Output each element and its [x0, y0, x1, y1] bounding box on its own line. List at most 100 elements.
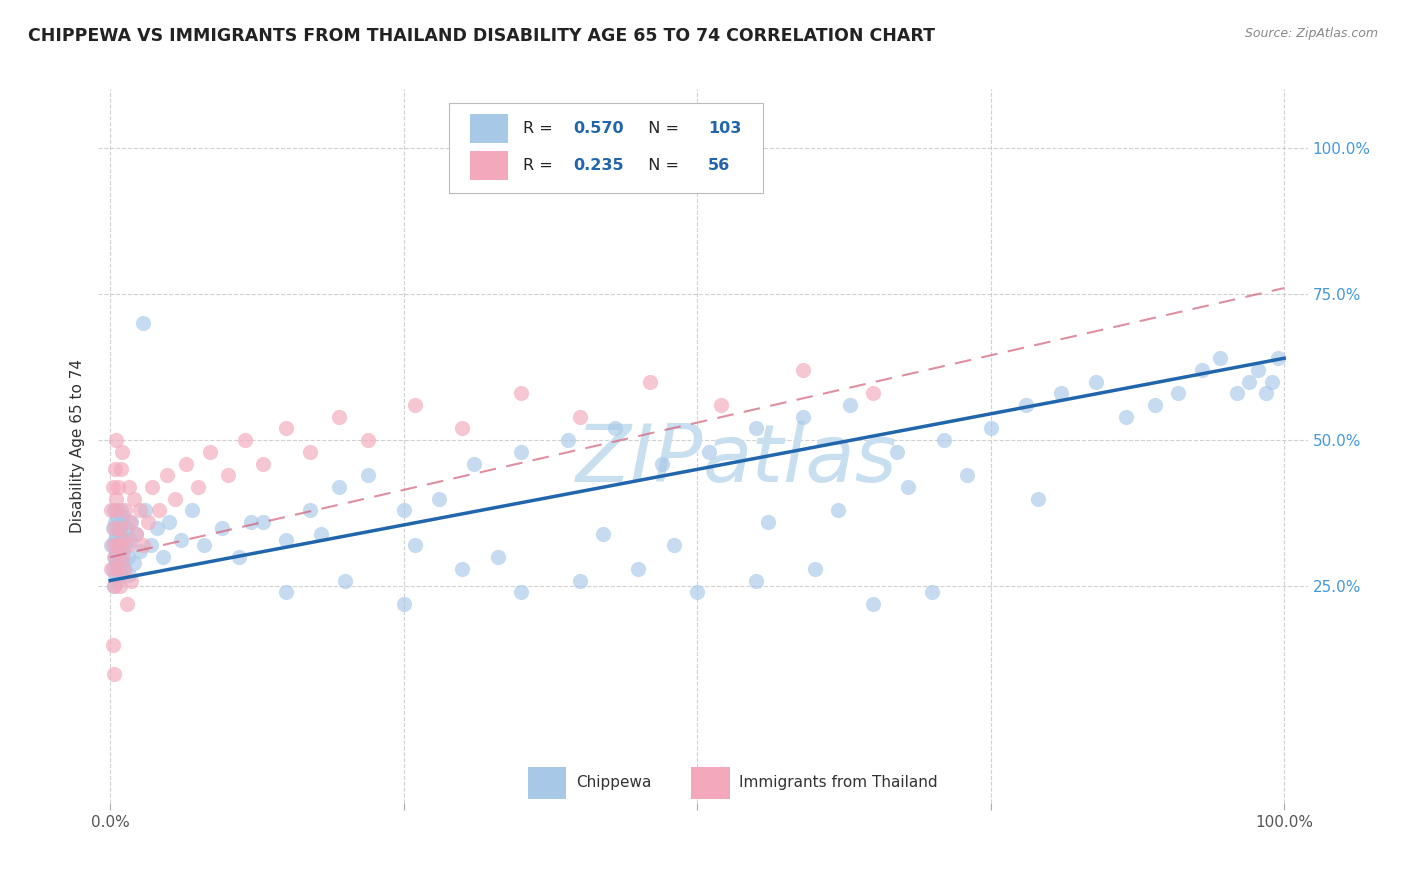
Point	[115, 521, 138, 535]
Point	[128, 503, 150, 517]
Point	[1237, 375, 1260, 389]
Point	[792, 409, 814, 424]
Point	[111, 550, 134, 565]
Point	[141, 480, 163, 494]
Point	[120, 574, 142, 588]
Point	[697, 445, 720, 459]
Point	[112, 509, 135, 524]
Point	[101, 480, 124, 494]
Point	[105, 556, 128, 570]
Point	[110, 533, 132, 547]
Point	[217, 468, 239, 483]
Point	[157, 515, 180, 529]
Point	[510, 386, 533, 401]
Point	[392, 597, 415, 611]
Point	[120, 515, 142, 529]
FancyBboxPatch shape	[527, 767, 567, 799]
Point	[105, 526, 128, 541]
Point	[897, 480, 920, 494]
Point	[252, 457, 274, 471]
Point	[1143, 398, 1166, 412]
Point	[125, 526, 148, 541]
Point	[155, 468, 177, 483]
Point	[357, 468, 380, 483]
Point	[328, 480, 350, 494]
Point	[557, 433, 579, 447]
Point	[104, 462, 127, 476]
Point	[112, 562, 135, 576]
Point	[862, 597, 884, 611]
Point	[136, 515, 159, 529]
Point	[328, 409, 350, 424]
Point	[886, 445, 908, 459]
Point	[108, 567, 131, 582]
Point	[118, 567, 141, 582]
Point	[104, 533, 127, 547]
Point	[745, 574, 768, 588]
Point	[592, 526, 614, 541]
Point	[105, 562, 128, 576]
Point	[1247, 363, 1270, 377]
Point	[169, 533, 191, 547]
Point	[1256, 386, 1278, 401]
Point	[105, 509, 128, 524]
Point	[105, 491, 128, 506]
Point	[101, 638, 124, 652]
Point	[107, 562, 129, 576]
Point	[333, 574, 356, 588]
Point	[276, 421, 298, 435]
Point	[198, 445, 221, 459]
Point	[568, 409, 591, 424]
Text: 0.235: 0.235	[574, 158, 624, 173]
Point	[122, 491, 145, 506]
Point	[105, 544, 128, 558]
Point	[756, 515, 779, 529]
Point	[108, 515, 131, 529]
Point	[1026, 491, 1049, 506]
Point	[101, 538, 124, 552]
Point	[112, 562, 135, 576]
Point	[103, 579, 125, 593]
Point	[105, 503, 128, 517]
Point	[710, 398, 733, 412]
Point	[104, 567, 127, 582]
Point	[1191, 363, 1213, 377]
Point	[146, 521, 169, 535]
Point	[107, 538, 129, 552]
Point	[1115, 409, 1137, 424]
Point	[120, 515, 142, 529]
Point	[921, 585, 943, 599]
Point	[112, 533, 135, 547]
Point	[510, 445, 533, 459]
Point	[176, 457, 198, 471]
Point	[105, 433, 128, 447]
Point	[404, 398, 426, 412]
Text: Immigrants from Thailand: Immigrants from Thailand	[740, 775, 938, 790]
Point	[193, 538, 215, 552]
Point	[792, 363, 814, 377]
Point	[117, 538, 139, 552]
Point	[1050, 386, 1073, 401]
Text: R =: R =	[523, 121, 558, 136]
Point	[638, 375, 661, 389]
Point	[803, 562, 825, 576]
Point	[111, 445, 134, 459]
Point	[122, 556, 145, 570]
Point	[107, 480, 129, 494]
Point	[451, 421, 474, 435]
Point	[276, 533, 298, 547]
Point	[100, 538, 122, 552]
Point	[827, 503, 849, 517]
Point	[311, 526, 333, 541]
Point	[103, 579, 125, 593]
Point	[627, 562, 650, 576]
Point	[108, 579, 131, 593]
Point	[141, 538, 163, 552]
Point	[932, 433, 955, 447]
Point	[181, 503, 204, 517]
Point	[510, 585, 533, 599]
Y-axis label: Disability Age 65 to 74: Disability Age 65 to 74	[69, 359, 84, 533]
Point	[745, 421, 768, 435]
FancyBboxPatch shape	[690, 767, 730, 799]
Point	[862, 386, 884, 401]
